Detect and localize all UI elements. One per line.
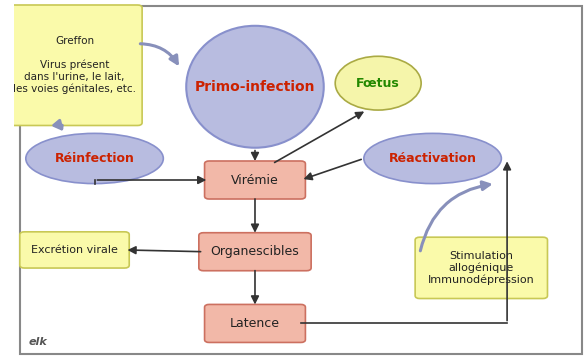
FancyBboxPatch shape: [20, 6, 582, 354]
Text: Excrétion virale: Excrétion virale: [31, 245, 118, 255]
Ellipse shape: [364, 134, 502, 184]
Text: elk: elk: [29, 337, 48, 347]
FancyBboxPatch shape: [205, 305, 305, 342]
Ellipse shape: [335, 56, 421, 110]
Text: Réinfection: Réinfection: [55, 152, 135, 165]
FancyArrowPatch shape: [141, 44, 178, 63]
FancyBboxPatch shape: [199, 233, 311, 271]
Text: Stimulation
allogénique
Immunodépression: Stimulation allogénique Immunodépression: [428, 251, 534, 285]
Text: Greffon

Virus présent
dans l'urine, le lait,
les voies génitales, etc.: Greffon Virus présent dans l'urine, le l…: [13, 36, 136, 94]
FancyBboxPatch shape: [205, 161, 305, 199]
Text: Virémie: Virémie: [231, 174, 279, 186]
Ellipse shape: [186, 26, 324, 148]
FancyBboxPatch shape: [415, 237, 547, 298]
Text: Primo-infection: Primo-infection: [195, 80, 315, 94]
FancyArrowPatch shape: [54, 120, 62, 129]
FancyBboxPatch shape: [20, 232, 129, 268]
Text: Latence: Latence: [230, 317, 280, 330]
FancyBboxPatch shape: [7, 5, 142, 126]
Text: Organescibles: Organescibles: [211, 245, 299, 258]
Text: Réactivation: Réactivation: [389, 152, 477, 165]
FancyArrowPatch shape: [420, 182, 489, 251]
Ellipse shape: [26, 134, 163, 184]
Text: Fœtus: Fœtus: [356, 77, 400, 90]
